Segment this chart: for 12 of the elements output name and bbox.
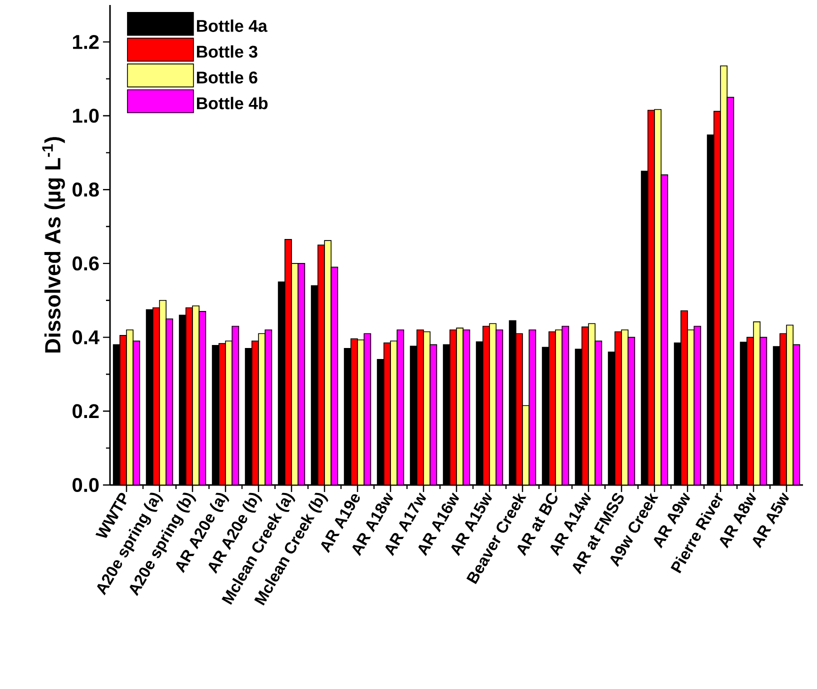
y-tick-label: 0.2 [72,404,99,418]
y-tick-label: 0.8 [72,182,99,197]
y-tick-label: 0.6 [72,256,99,270]
y-axis-title: Dissolved As (µg L$^{-1}$) [42,137,65,353]
legend-label: Bottle 4a [196,20,268,32]
legend-label: Bottle 4b [196,96,268,110]
legend-label: Bottle 6 [196,71,258,84]
y-tick-label: 1.0 [73,108,99,123]
y-tick-label: 0.4 [72,330,100,344]
y-tick-label: 1.2 [73,34,99,49]
legend-label: Bottle 3 [196,45,258,58]
y-tick-label: 0.0 [72,478,99,492]
